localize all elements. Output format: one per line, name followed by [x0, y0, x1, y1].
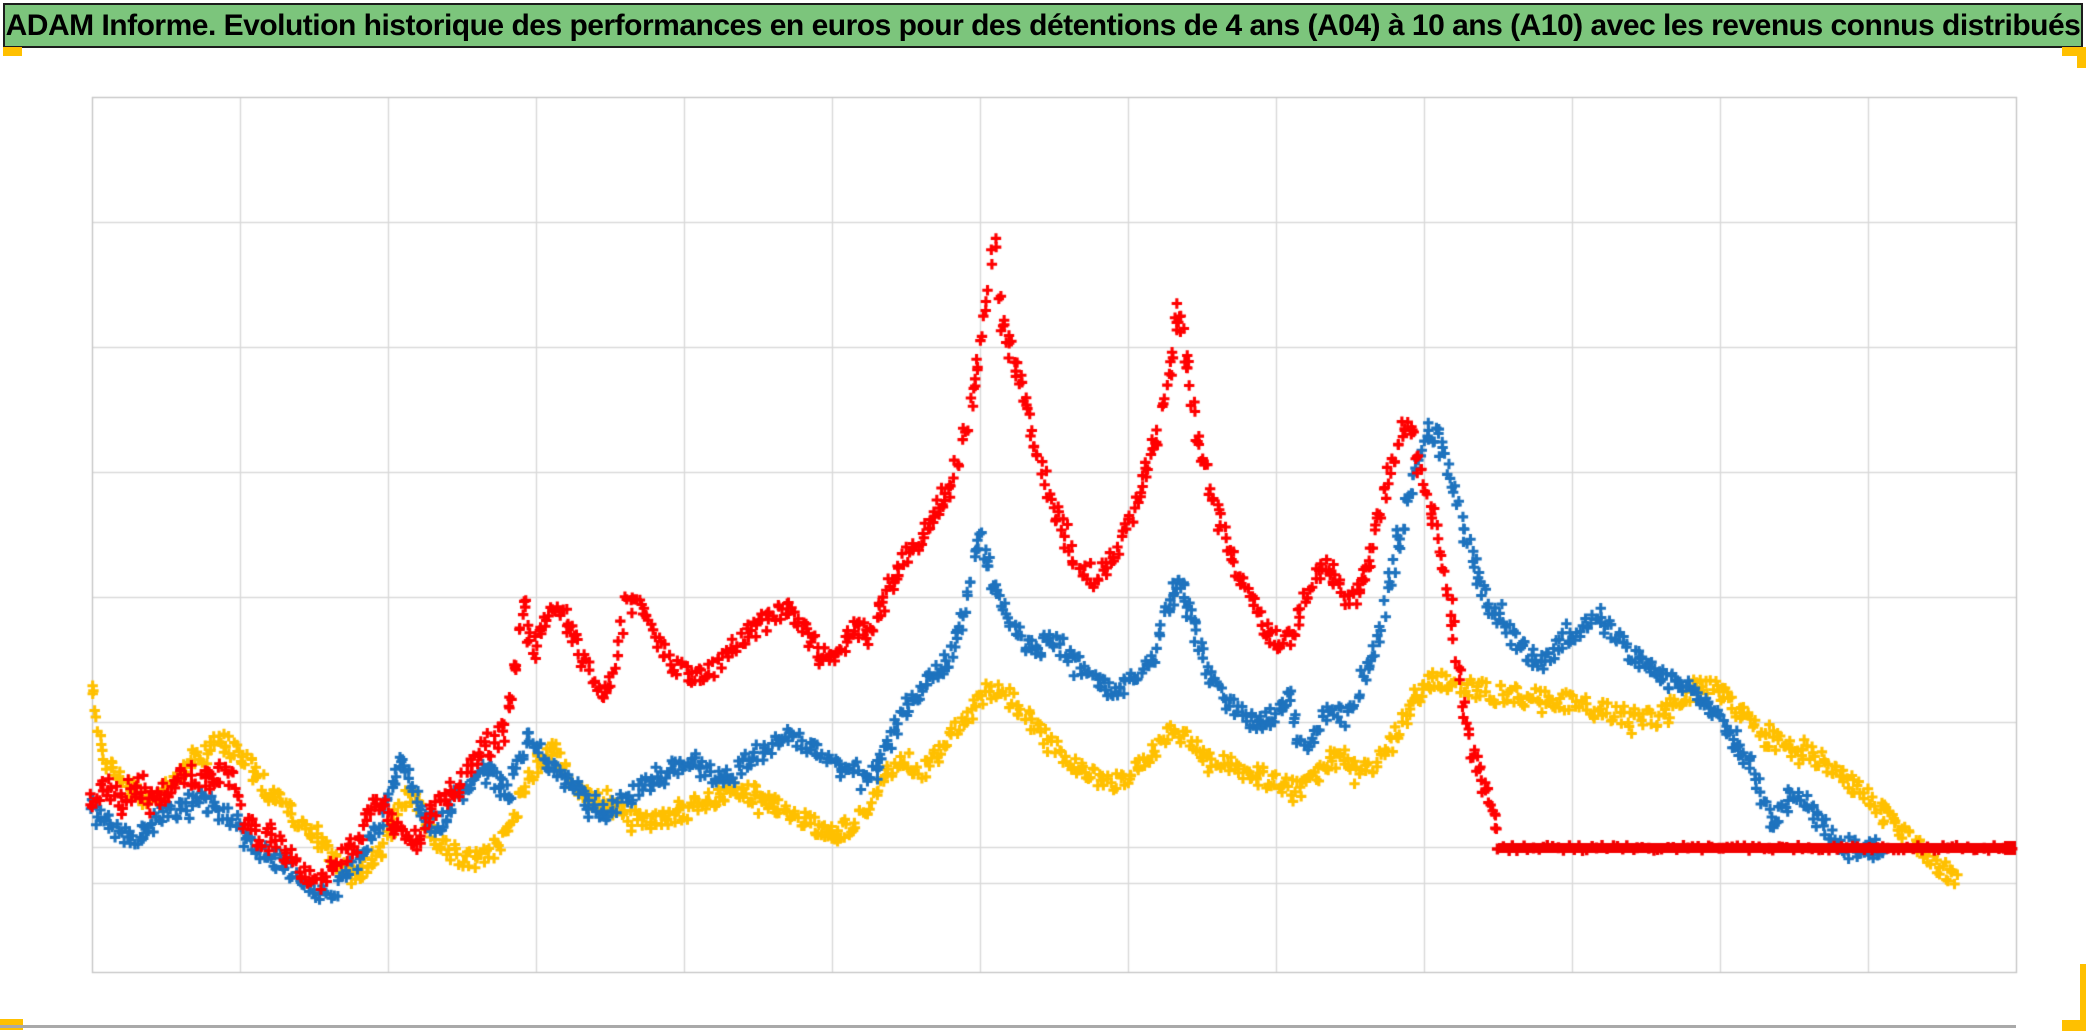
bottom-rule: [0, 1025, 2016, 1028]
bottom-right-accent-v: [2080, 964, 2086, 1031]
bottom-right-accent-h: [2062, 1020, 2086, 1031]
bottom-left-accent: [0, 1019, 23, 1030]
top-right-accent-v: [2077, 47, 2086, 68]
top-right-accent-h: [2062, 47, 2086, 56]
top-left-accent: [3, 47, 22, 56]
